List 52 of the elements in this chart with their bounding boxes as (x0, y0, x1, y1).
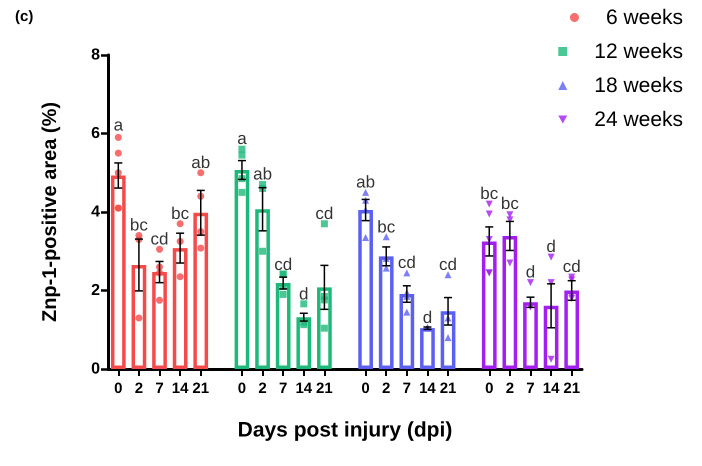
x-tick-label: 7 (526, 380, 535, 397)
legend-label: 6 weeks (606, 6, 684, 29)
y-tick-label: 6 (91, 125, 100, 142)
x-tick-label: 2 (382, 380, 390, 397)
annotation: d (299, 284, 309, 304)
x-tick-label: 14 (419, 380, 436, 397)
y-tick-label: 0 (91, 360, 100, 378)
legend-label: 18 weeks (594, 74, 683, 97)
annotation: a (114, 116, 124, 134)
annotation: bc (130, 216, 148, 235)
annotation: cd (274, 254, 292, 274)
x-tick-label: 21 (563, 380, 580, 397)
x-tick-label: 0 (361, 380, 370, 397)
annotation: cd (398, 252, 416, 272)
x-tick-label: 7 (155, 380, 164, 397)
y-tick-label: 8 (91, 46, 100, 64)
x-tick-label: 2 (258, 380, 267, 397)
annotation: ab (356, 172, 376, 192)
x-tick-label: 2 (134, 380, 144, 397)
x-tick-label: 21 (440, 380, 456, 397)
y-axis-title: Znp-1-positive area (%) (39, 102, 61, 322)
x-tick-label: 7 (279, 380, 288, 397)
annotation: ab (191, 152, 210, 172)
x-tick-label: 0 (238, 380, 246, 397)
annotation: d (422, 308, 432, 327)
annotation: cd (562, 256, 581, 276)
x-tick-label: 14 (295, 380, 313, 397)
annotation: cd (150, 229, 169, 248)
annotation: a (237, 129, 248, 148)
annotation: bc (377, 218, 396, 237)
x-tick-label: 14 (542, 380, 560, 397)
x-tick-label: 0 (114, 380, 122, 397)
x-tick-label: 0 (485, 380, 494, 397)
chart-title: (c) (15, 8, 34, 25)
x-tick-label: 14 (172, 380, 190, 397)
annotation: ab (253, 164, 272, 184)
x-tick-label: 21 (192, 380, 210, 397)
annotation: bc (500, 194, 520, 213)
annotation: cd (315, 204, 334, 223)
x-tick-label: 2 (506, 380, 514, 397)
annotation: d (546, 237, 556, 256)
x-axis-title: Days post injury (dpi) (238, 418, 452, 442)
legend-label: 12 weeks (594, 40, 683, 63)
legend-label: 24 weeks (594, 108, 683, 131)
x-tick-label: 21 (316, 380, 333, 397)
annotation: d (526, 262, 536, 282)
x-tick-label: 7 (402, 380, 411, 397)
annotation: bc (480, 184, 499, 204)
y-tick-label: 4 (91, 204, 100, 220)
y-tick-label: 2 (91, 282, 100, 299)
annotation: cd (439, 254, 458, 274)
annotation: bc (171, 204, 190, 223)
